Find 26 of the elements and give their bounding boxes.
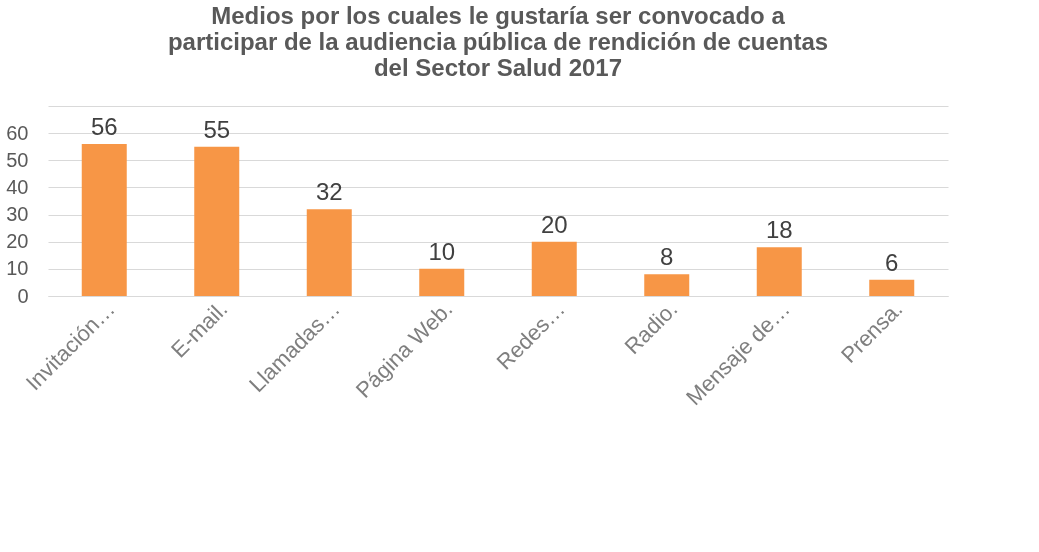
bar (194, 146, 240, 296)
y-tick-label: 10 (6, 257, 29, 280)
bar (531, 241, 577, 296)
data-label: 32 (315, 178, 343, 206)
data-label: 10 (428, 237, 456, 265)
text: Medios por los cuales le gustaría ser convocado a (211, 2, 785, 29)
y-tick-label: 50 (6, 148, 29, 171)
bar (81, 144, 127, 296)
data-label: 18 (765, 216, 793, 244)
bar (756, 247, 802, 296)
data-label: 55 (203, 115, 231, 143)
data-label: 6 (885, 248, 899, 276)
y-tick-label: 40 (6, 175, 29, 198)
y-tick-label: 0 (17, 284, 29, 307)
y-tick-label: 60 (6, 121, 29, 144)
bar (306, 209, 352, 296)
text: del Sector Salud 2017 (373, 54, 623, 81)
bar (419, 268, 465, 296)
data-label: 20 (540, 210, 568, 238)
data-label: 56 (90, 113, 118, 140)
y-tick-label: 30 (6, 203, 29, 226)
bar (869, 279, 915, 296)
text: participar de la audiencia pública de rendición de cuentas (167, 28, 829, 55)
y-tick-label: 20 (6, 230, 29, 253)
bar (644, 274, 690, 296)
data-label: 8 (660, 243, 674, 271)
